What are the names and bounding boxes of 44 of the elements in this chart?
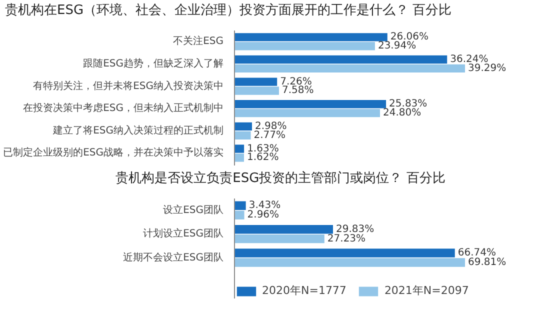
bar [234, 108, 380, 118]
data-label: 7.58% [282, 85, 314, 96]
bar [234, 248, 455, 258]
bar [234, 154, 244, 162]
data-label: 69.81% [468, 257, 506, 268]
data-label: 1.62% [247, 152, 279, 164]
data-label: 29.83% [336, 224, 374, 235]
bar [234, 144, 244, 153]
y-tick-label: 设立ESG团队 [163, 204, 224, 216]
data-label: 23.94% [378, 40, 416, 52]
y-tick-label: 跟随ESG趋势，但缺乏深入了解 [83, 57, 224, 70]
bar [234, 258, 466, 267]
legend-label: 2021年N=2097 [384, 283, 469, 298]
chart-title: 贵机构在ESG（环境、社会、企业治理）投资方面展开的工作是什么？ 百分比 [5, 2, 452, 20]
data-label: 39.29% [468, 62, 506, 74]
bar [234, 122, 252, 131]
data-label: 27.23% [327, 233, 366, 244]
bar [234, 55, 448, 64]
bar [234, 210, 244, 220]
bar [234, 86, 279, 95]
bar [234, 234, 324, 244]
data-label: 2.98% [254, 120, 287, 132]
data-label: 3.43% [248, 200, 281, 212]
bar [234, 33, 388, 42]
y-tick-label: 有特别关注，但并未将ESG纳入投资决策中 [33, 80, 224, 92]
data-label: 24.80% [383, 108, 422, 119]
bar [234, 100, 386, 108]
bar [234, 224, 333, 234]
legend-label: 2020年N=1777 [262, 283, 346, 298]
bar [234, 42, 375, 50]
data-label: 2.77% [254, 130, 286, 141]
data-label: 66.74% [458, 248, 496, 259]
y-tick-label: 已制定企业级别的ESG战略，并在决策中予以落实 [3, 146, 224, 159]
bar [234, 131, 251, 140]
bar [234, 201, 246, 210]
data-label: 2.96% [247, 210, 280, 221]
chart-title: 贵机构是否设立负责ESG投资的主管部门或岗位？ 百分比 [116, 170, 446, 188]
bar [234, 64, 466, 73]
y-tick-label: 不关注ESG [173, 35, 224, 48]
y-tick-label: 计划设立ESG团队 [143, 228, 224, 240]
y-tick-label: 在投资决策中考虑ESG，但未纳入正式机制中 [23, 102, 224, 114]
bar [234, 78, 278, 86]
y-tick-label: 建立了将ESG纳入决策过程的正式机制 [52, 124, 224, 136]
y-tick-label: 近期不会设立ESG团队 [123, 251, 224, 264]
